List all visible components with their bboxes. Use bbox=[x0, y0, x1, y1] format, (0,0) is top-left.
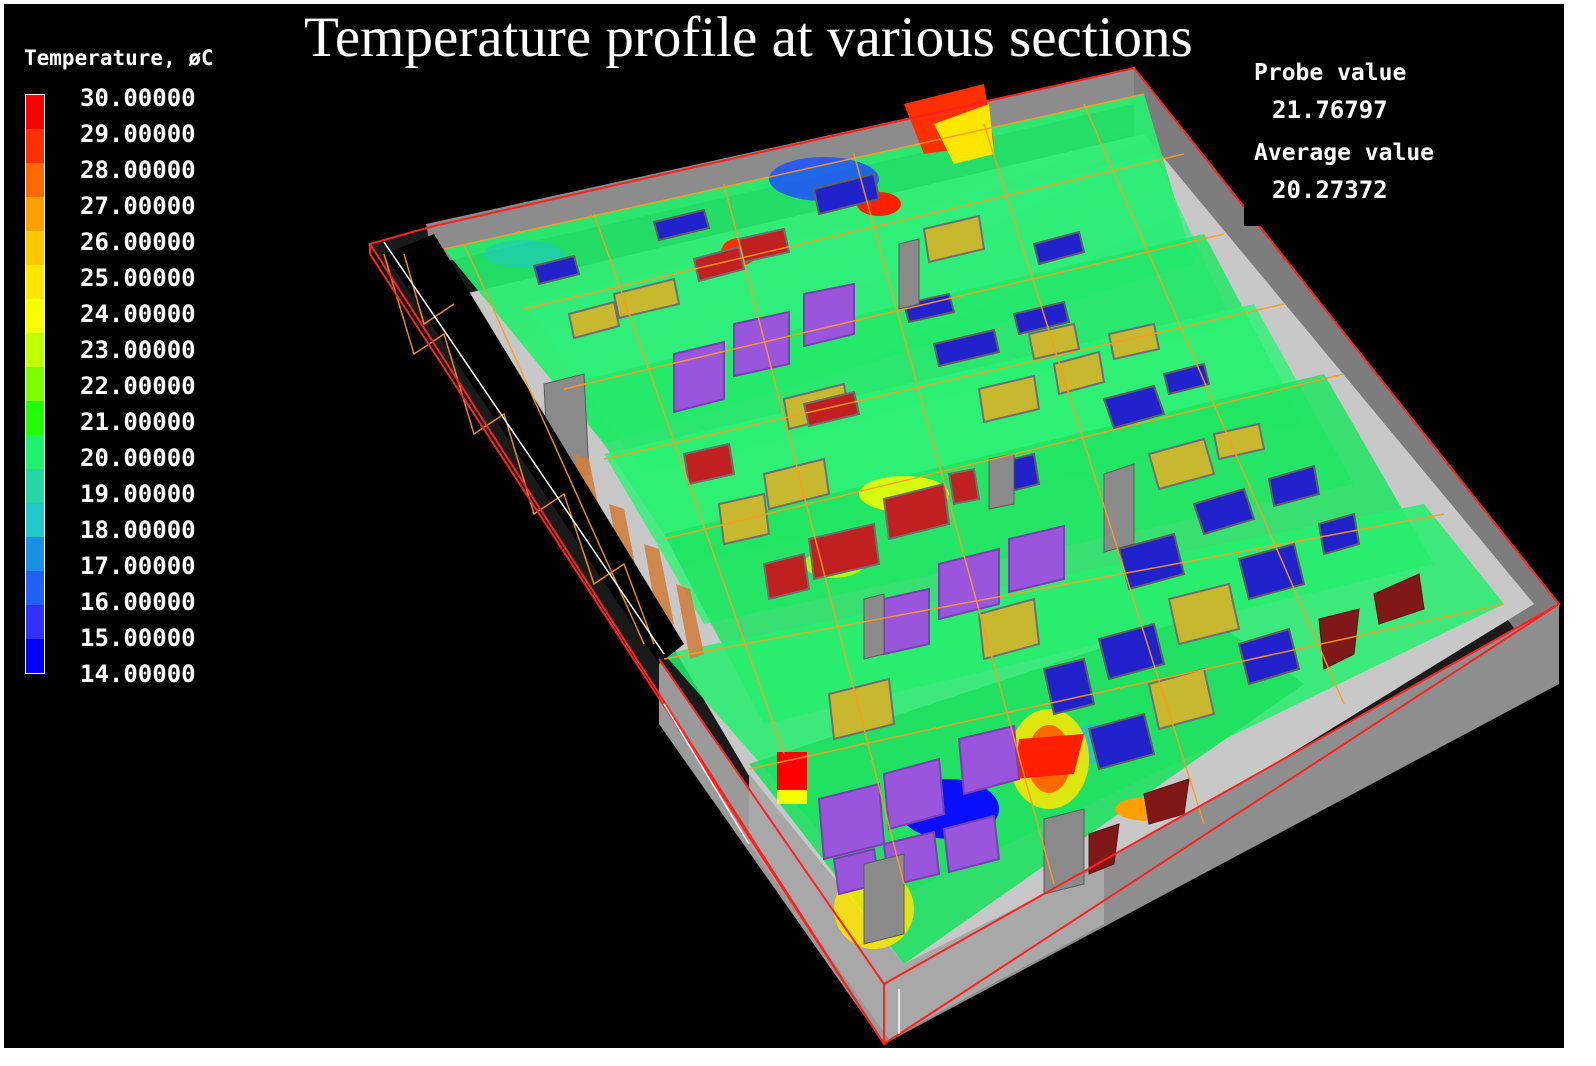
color-scale-swatch bbox=[26, 503, 44, 537]
color-scale-swatch bbox=[26, 605, 44, 639]
color-scale-tick-label: 28.00000 bbox=[80, 156, 196, 184]
color-scale-tick-label: 27.00000 bbox=[80, 192, 196, 220]
plot-title: Temperature profile at various sections bbox=[304, 6, 1193, 69]
color-scale-tick-label: 21.00000 bbox=[80, 408, 196, 436]
color-scale-tick-label: 30.00000 bbox=[80, 84, 196, 112]
color-scale-tick-label: 20.00000 bbox=[80, 444, 196, 472]
color-scale-swatch bbox=[26, 163, 44, 197]
color-scale-tick-label: 26.00000 bbox=[80, 228, 196, 256]
section-grid-lines bbox=[383, 93, 1505, 885]
color-scale-swatch bbox=[26, 129, 44, 163]
color-scale-tick-label: 17.00000 bbox=[80, 552, 196, 580]
color-scale-tick-label: 23.00000 bbox=[80, 336, 196, 364]
color-scale-bar bbox=[25, 94, 45, 674]
color-scale-swatch bbox=[26, 231, 44, 265]
color-scale-swatch bbox=[26, 265, 44, 299]
color-scale-tick-label: 25.00000 bbox=[80, 264, 196, 292]
3d-viewport[interactable]: Temperature, øC 30.00000 29.00000 28.00000… bbox=[4, 4, 1564, 1048]
color-scale-tick-label: 16.00000 bbox=[80, 588, 196, 616]
average-value-label: Average value bbox=[1254, 140, 1435, 166]
color-scale-tick-label: 15.00000 bbox=[80, 624, 196, 652]
probe-marker bbox=[777, 752, 807, 804]
color-scale-tick-label: 19.00000 bbox=[80, 480, 196, 508]
legend-title: Temperature, øC bbox=[24, 46, 214, 70]
color-scale-swatch bbox=[26, 571, 44, 605]
server-racks-blue bbox=[532, 172, 1361, 771]
room-model-render[interactable] bbox=[4, 4, 1564, 1048]
color-scale-swatch bbox=[26, 197, 44, 231]
color-scale-tick-label: 14.00000 bbox=[80, 660, 196, 688]
color-scale-swatch bbox=[26, 95, 44, 129]
color-scale-swatch bbox=[26, 537, 44, 571]
average-value: 20.27372 bbox=[1272, 176, 1388, 204]
color-scale-swatch bbox=[26, 469, 44, 503]
color-scale-tick-label: 24.00000 bbox=[80, 300, 196, 328]
room-left-shadow bbox=[384, 234, 684, 664]
color-scale-tick-label: 22.00000 bbox=[80, 372, 196, 400]
probe-value-label: Probe value bbox=[1254, 60, 1407, 86]
server-racks-purple bbox=[673, 282, 1065, 896]
color-scale-swatch bbox=[26, 435, 44, 469]
color-scale-swatch bbox=[26, 639, 44, 673]
room-outline bbox=[368, 66, 1561, 1046]
color-scale-swatch bbox=[26, 299, 44, 333]
probe-value: 21.76797 bbox=[1272, 96, 1388, 124]
server-racks-red bbox=[682, 227, 981, 601]
probe-readout-panel: Probe value 21.76797 Average value 20.27… bbox=[1244, 32, 1534, 226]
color-scale-swatch bbox=[26, 401, 44, 435]
color-scale-swatch bbox=[26, 333, 44, 367]
room-edge-highlight bbox=[383, 241, 900, 1034]
color-scale-tick-label: 29.00000 bbox=[80, 120, 196, 148]
room-front-low-wall bbox=[749, 774, 1104, 1039]
color-scale-tick-label: 18.00000 bbox=[80, 516, 196, 544]
color-scale-swatch bbox=[26, 367, 44, 401]
